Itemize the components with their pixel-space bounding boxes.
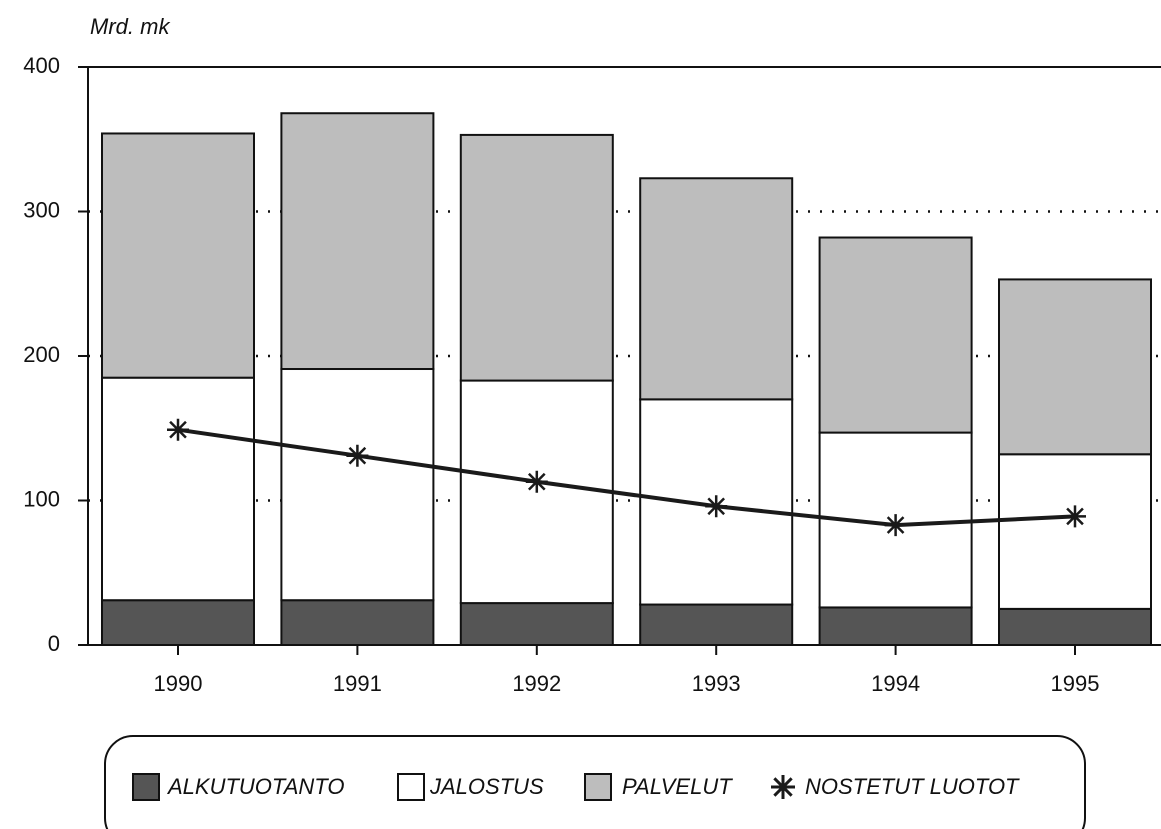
bar-segment [280,368,435,602]
legend-label: JALOSTUS [429,774,544,799]
line [177,427,1076,528]
x-tick-label: 1994 [871,671,920,696]
legend-label: NOSTETUT LUOTOT [805,774,1020,799]
x-tick-label: 1995 [1051,671,1100,696]
line-marker [525,470,548,493]
line-marker [884,514,907,537]
bar-segment [459,133,614,382]
bar-segment [818,606,973,646]
legend-box [104,735,1086,829]
x-tick-label: 1990 [154,671,203,696]
bar-segment [818,236,973,434]
y-tick-label: 300 [23,197,60,222]
line-marker [705,495,728,518]
bar-segment [280,112,435,371]
line-marker [167,418,189,441]
x-tick-label: 1992 [512,671,561,696]
y-tick-label: 100 [23,486,60,511]
bar-segment [459,602,614,646]
line-marker [346,444,369,467]
bar-segment [280,599,435,647]
y-tick-label: 0 [48,631,60,656]
bar-segment [101,376,255,602]
bar-segment [459,379,614,605]
x-tick-label: 1993 [692,671,741,696]
bar-segment [998,278,1152,456]
x-tick-label: 1991 [333,671,382,696]
legend-label: PALVELUT [622,774,733,799]
legend-marker [132,773,160,801]
bar-segment [101,599,255,647]
legend-marker [584,773,612,801]
bar-segment [639,177,794,401]
line-marker [1064,505,1086,528]
bar-segment [639,603,794,646]
legend-marker [771,775,795,799]
y-tick-label: 200 [23,342,60,367]
y-tick-label: 400 [23,53,60,78]
bar-segment [998,453,1152,610]
legend-marker [397,773,425,801]
legend-label: ALKUTUOTANTO [166,774,344,799]
bar-segment [998,607,1152,646]
axis-label: Mrd. mk [90,14,170,39]
bar-segment [101,132,255,379]
